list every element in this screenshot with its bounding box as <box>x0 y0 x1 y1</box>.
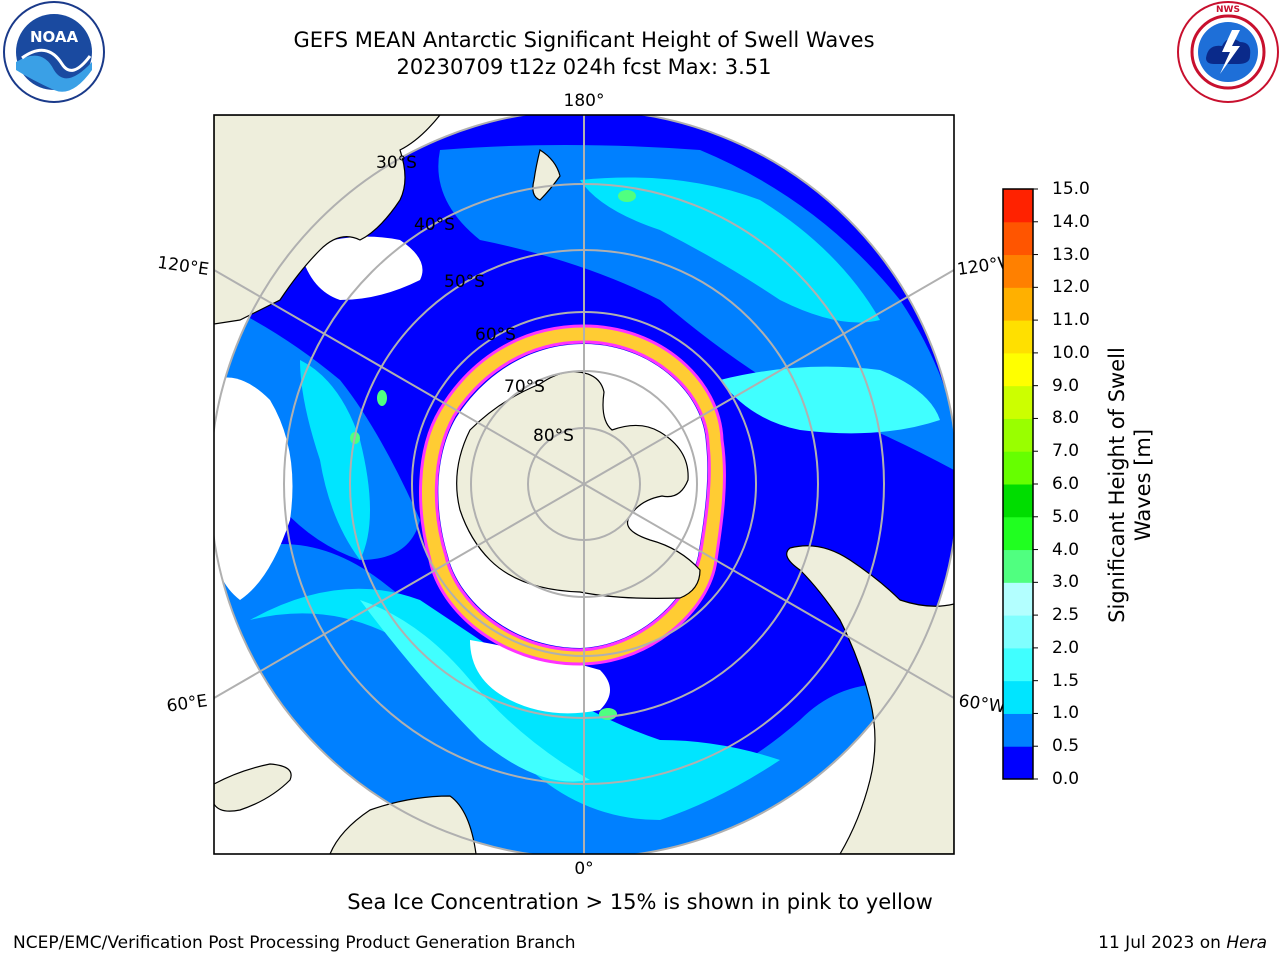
chart-subtitle: 20230709 t12z 024h fcst Max: 3.51 <box>396 55 772 79</box>
lat-label-40s: 40°S <box>414 215 455 235</box>
colorbar-segment <box>1003 713 1033 747</box>
colorbar-segment <box>1003 582 1033 616</box>
colorbar-segment <box>1003 451 1033 485</box>
lat-label-70s: 70°S <box>504 377 545 397</box>
colorbar-tick-label: 11.0 <box>1052 310 1090 331</box>
footer-host: Hera <box>1226 933 1267 953</box>
colorbar-segment <box>1003 352 1033 387</box>
lon-label-120e: 120°E <box>156 253 210 280</box>
swell-max-patch-3 <box>377 390 387 406</box>
madagascar-land <box>214 763 292 812</box>
africa-land <box>329 795 477 854</box>
colorbar-segment <box>1003 484 1033 518</box>
lon-label-60e: 60°E <box>165 691 208 716</box>
noaa-logo: NOAA <box>3 1 105 103</box>
colorbar-segment <box>1003 549 1033 583</box>
colorbar-segment <box>1003 221 1033 256</box>
colorbar-segment <box>1003 254 1033 288</box>
colorbar-tick-label: 7.0 <box>1052 441 1080 462</box>
colorbar-segment <box>1003 287 1033 321</box>
colorbar-tick-label: 14.0 <box>1052 211 1090 232</box>
antarctica-land <box>456 371 701 599</box>
colorbar-segment <box>1003 647 1033 682</box>
nws-logo: NWS <box>1177 1 1279 103</box>
colorbar-segment <box>1003 189 1033 223</box>
colorbar-tick-label: 2.0 <box>1052 637 1080 658</box>
colorbar-tick-label: 6.0 <box>1052 474 1080 494</box>
footer-date: 11 Jul 2023 on Hera <box>1098 933 1267 953</box>
footer-credit: NCEP/EMC/Verification Post Processing Pr… <box>13 933 576 953</box>
footer-date-text: 11 Jul 2023 on <box>1098 933 1221 953</box>
ice-edge <box>419 324 726 666</box>
colorbar-tick-label: 15.0 <box>1052 179 1090 199</box>
colorbar-segment <box>1003 680 1033 714</box>
colorbar-tick-label: 5.0 <box>1052 506 1080 527</box>
colorbar-segment <box>1003 320 1033 354</box>
colorbar-tick-label: 9.0 <box>1052 375 1080 396</box>
svg-text:NWS: NWS <box>1216 5 1240 15</box>
chart-title: GEFS MEAN Antarctic Significant Height o… <box>293 28 875 52</box>
colorbar-tick-label: 1.5 <box>1052 670 1080 691</box>
lat-label-30s: 30°S <box>376 153 417 173</box>
map-frame <box>213 114 955 855</box>
colorbar-tick-label: 3.0 <box>1052 572 1080 593</box>
no-data-indian <box>214 377 293 600</box>
colorbar-segment <box>1003 418 1033 452</box>
colorbar-segment <box>1003 516 1033 551</box>
graticule <box>214 115 954 854</box>
colorbar <box>1002 188 1038 780</box>
noaa-logo-text: NOAA <box>30 28 79 46</box>
colorbar-segment <box>1003 746 1033 780</box>
colorbar-tick-label: 12.0 <box>1052 277 1090 298</box>
swell-cyan-indian <box>300 360 370 560</box>
swell-cyan-east <box>720 366 940 434</box>
lon-label-0: 0° <box>574 859 593 879</box>
colorbar-tick-label: 13.0 <box>1052 244 1090 265</box>
colorbar-tick-label: 1.0 <box>1052 703 1080 724</box>
colorbar-label: Significant Height of Swell Waves [m] <box>1105 347 1155 623</box>
meridian-60e-120w <box>214 269 954 699</box>
colorbar-tick-label: 0.0 <box>1052 769 1080 789</box>
swell-max-patch-1 <box>618 190 636 202</box>
colorbar-tick-label: 10.0 <box>1052 342 1090 363</box>
colorbar-tick-label: 4.0 <box>1052 539 1080 560</box>
colorbar-tick-label: 8.0 <box>1052 408 1080 429</box>
sea-ice-note: Sea Ice Concentration > 15% is shown in … <box>347 890 933 914</box>
no-data-south-africa <box>470 640 610 714</box>
lon-label-60w: 60°W <box>957 691 1006 717</box>
south-america-land <box>786 545 954 854</box>
lat-label-60s: 60°S <box>475 325 516 345</box>
swell-cyan-atlantic <box>250 588 780 820</box>
colorbar-segment <box>1003 385 1033 419</box>
colorbar-tick-label: 2.5 <box>1052 605 1080 626</box>
lon-label-180: 180° <box>564 91 605 111</box>
colorbar-tick-label: 0.5 <box>1052 736 1080 757</box>
colorbar-segment <box>1003 615 1033 649</box>
lat-label-80s: 80°S <box>533 426 574 446</box>
lat-label-50s: 50°S <box>444 272 485 292</box>
swell-cyan-pacific <box>580 177 880 323</box>
